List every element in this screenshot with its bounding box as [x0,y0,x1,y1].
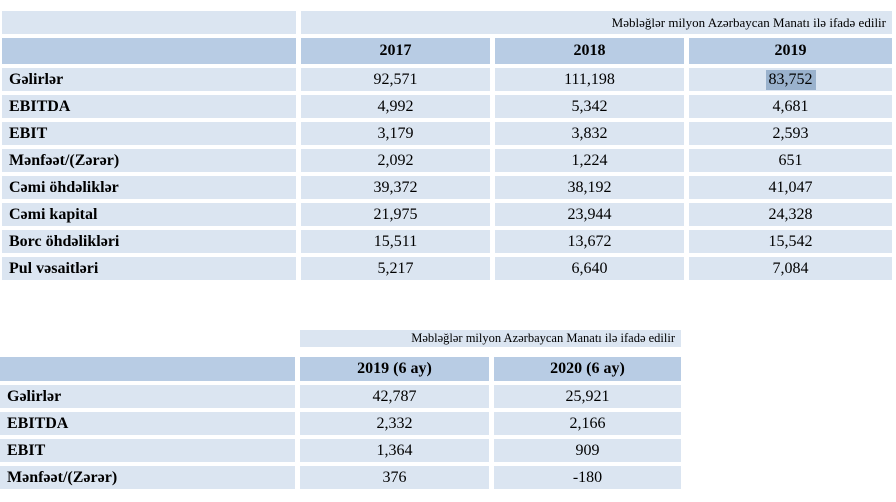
table-cell: 1,224 [495,149,684,172]
table1-column-header-2019: 2019 [689,38,892,64]
table1-header-empty [2,38,296,64]
table-cell: 6,640 [495,257,684,280]
table-cell: 3,179 [301,122,490,145]
row-label-debt-liabilities: Borc öhdəlikləri [2,230,296,253]
table2-column-header-2020-6ay: 2020 (6 ay) [494,357,681,381]
table-cell: 2,593 [689,122,892,145]
table-cell: 15,542 [689,230,892,253]
table-cell: 24,328 [689,203,892,226]
table-cell: 38,192 [495,176,684,199]
table2-units-note: Məbləğlər milyon Azərbaycan Manatı ilə i… [300,330,681,347]
table1-column-header-2017: 2017 [301,38,490,64]
half-year-financials-table: Məbləğlər milyon Azərbaycan Manatı ilə i… [0,330,681,489]
table-cell: 7,084 [689,257,892,280]
row-label-total-equity: Cəmi kapital [2,203,296,226]
table-cell: 909 [494,439,681,462]
table-cell: 2,166 [494,412,681,435]
table-cell: 2,092 [301,149,490,172]
table-cell: -180 [494,466,681,489]
row-label-profit-loss: Mənfəət/(Zərər) [0,466,295,489]
table-cell: 39,372 [301,176,490,199]
table-cell: 41,047 [689,176,892,199]
table2-note-spacer [0,330,295,353]
table-cell: 21,975 [301,203,490,226]
row-label-ebit: EBIT [2,122,296,145]
row-label-total-liabilities: Cəmi öhdəliklər [2,176,296,199]
table-cell: 376 [300,466,489,489]
table-cell: 1,364 [300,439,489,462]
table-cell: 83,752 [689,68,892,91]
row-label-revenues: Gəlirlər [2,68,296,91]
row-label-ebitda: EBITDA [2,95,296,118]
table-cell: 5,342 [495,95,684,118]
selected-value[interactable]: 83,752 [765,69,816,90]
table1-note-spacer [2,11,296,34]
table1-units-note: Məbləğlər milyon Azərbaycan Manatı ilə i… [301,11,892,34]
table-cell: 2,332 [300,412,489,435]
table2-header-empty [0,357,295,381]
table-cell: 4,992 [301,95,490,118]
table1-column-header-2018: 2018 [495,38,684,64]
row-label-profit-loss: Mənfəət/(Zərər) [2,149,296,172]
table-cell: 13,672 [495,230,684,253]
table-cell: 23,944 [495,203,684,226]
annual-financials-table: Məbləğlər milyon Azərbaycan Manatı ilə i… [2,11,892,280]
table-cell: 42,787 [300,385,489,408]
table2-column-header-2019-6ay: 2019 (6 ay) [300,357,489,381]
table-cell: 651 [689,149,892,172]
table-cell: 5,217 [301,257,490,280]
row-label-cash: Pul vəsaitləri [2,257,296,280]
row-label-revenues: Gəlirlər [0,385,295,408]
table-cell: 15,511 [301,230,490,253]
row-label-ebit: EBIT [0,439,295,462]
table-cell: 111,198 [495,68,684,91]
table-cell: 4,681 [689,95,892,118]
table-cell: 3,832 [495,122,684,145]
table-cell: 25,921 [494,385,681,408]
row-label-ebitda: EBITDA [0,412,295,435]
table-cell: 92,571 [301,68,490,91]
